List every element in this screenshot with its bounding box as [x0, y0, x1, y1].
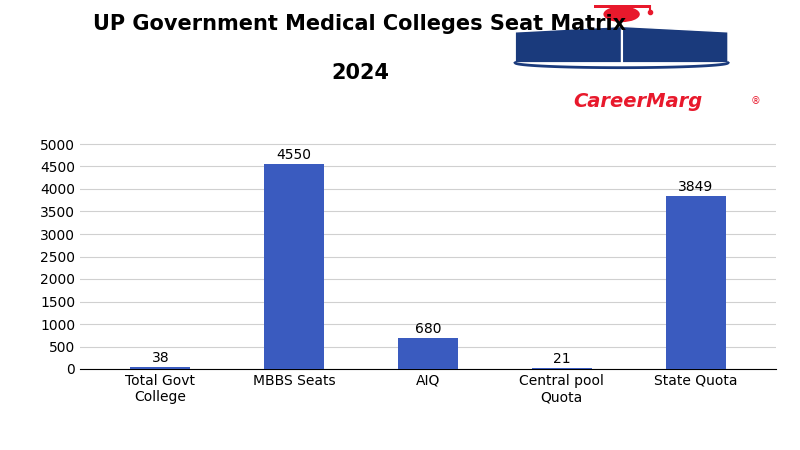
Text: 38: 38	[151, 351, 169, 365]
Text: CareerMarg: CareerMarg	[574, 92, 703, 112]
Bar	[130, 367, 190, 369]
Polygon shape	[515, 27, 622, 63]
Polygon shape	[622, 27, 728, 63]
Bar	[666, 196, 726, 369]
FancyBboxPatch shape	[594, 3, 650, 8]
Text: 680: 680	[414, 322, 442, 336]
Text: UP Government Medical Colleges Seat Matrix: UP Government Medical Colleges Seat Matr…	[94, 14, 626, 33]
Text: 21: 21	[553, 352, 570, 366]
Polygon shape	[602, 1, 642, 6]
Text: 3849: 3849	[678, 180, 714, 194]
Bar	[398, 338, 458, 369]
Text: 4550: 4550	[277, 148, 312, 162]
Text: 2024: 2024	[331, 63, 389, 83]
Circle shape	[603, 6, 640, 22]
Text: ®: ®	[750, 97, 760, 107]
Bar	[264, 164, 324, 369]
Bar	[532, 368, 592, 369]
